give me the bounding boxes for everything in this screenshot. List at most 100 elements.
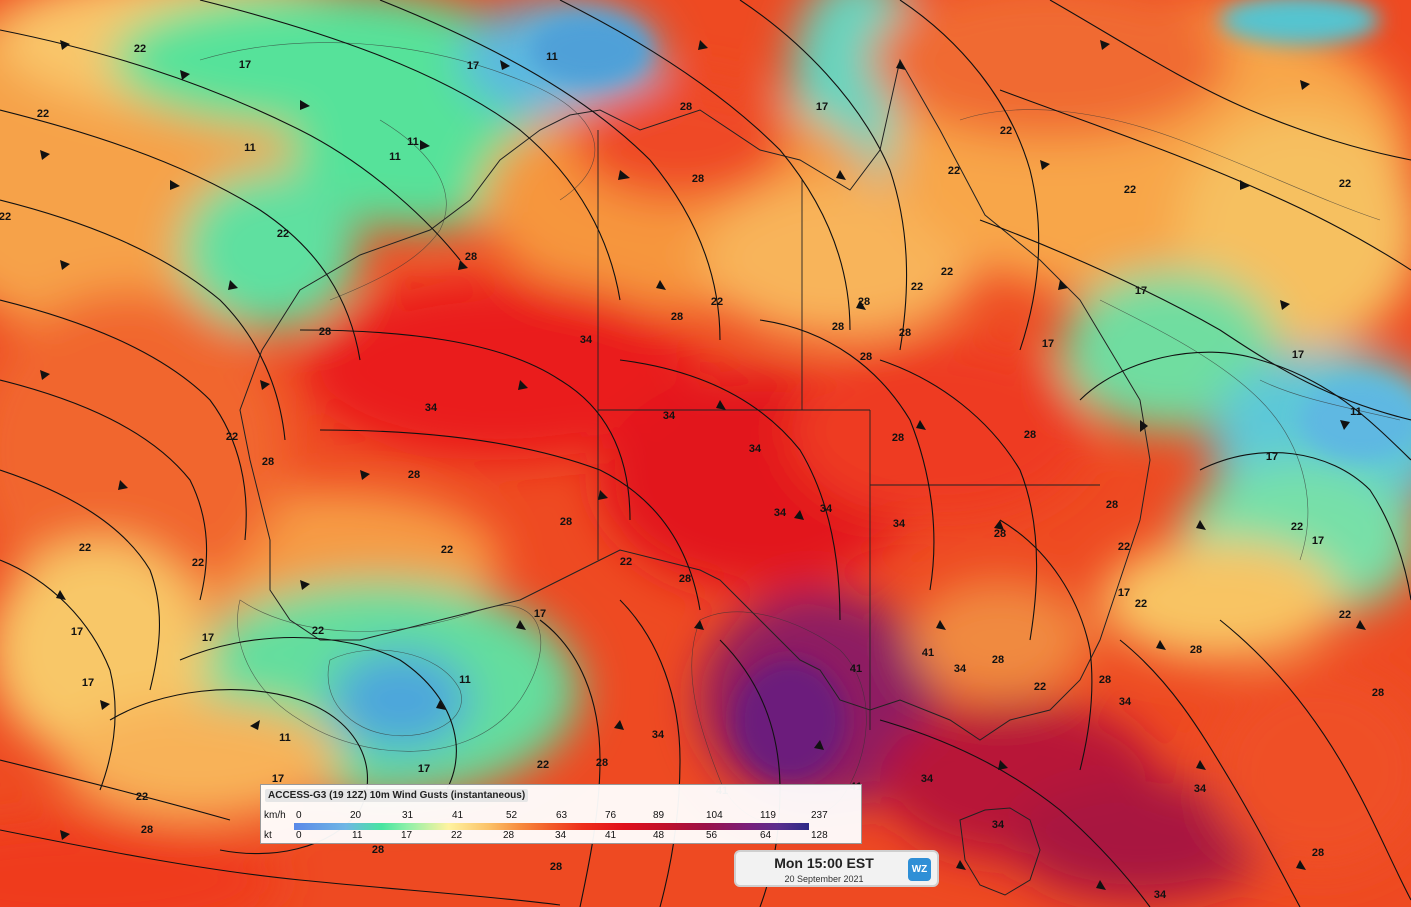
contour-label: 28 bbox=[671, 311, 683, 323]
legend-tick-kt: 0 bbox=[296, 830, 302, 841]
contour-label: 17 bbox=[82, 677, 94, 689]
contour-label: 28 bbox=[596, 757, 608, 769]
contour-label: 34 bbox=[663, 410, 676, 422]
legend-tick-kmh: 63 bbox=[556, 810, 568, 821]
legend-color-bar bbox=[294, 823, 809, 830]
contour-value-labels: 22 17 17 11 22 11 11 11 22 22 28 28 28 17 22 22 22 22 22 22… bbox=[0, 43, 1384, 901]
contour-label: 28 bbox=[994, 528, 1006, 540]
contour-label: 34 bbox=[921, 773, 934, 785]
contour-label: 22 bbox=[1118, 541, 1130, 553]
contour-label: 28 bbox=[465, 251, 477, 263]
legend-tick-kmh: 89 bbox=[653, 810, 665, 821]
contour-label: 17 bbox=[239, 59, 251, 71]
contour-label: 11 bbox=[546, 51, 558, 63]
contour-label: 28 bbox=[680, 101, 692, 113]
legend-unit-kt: kt bbox=[264, 830, 272, 841]
contour-label: 17 bbox=[1312, 535, 1324, 547]
valid-date: 20 September 2021 bbox=[784, 874, 864, 884]
contour-label: 28 bbox=[1099, 674, 1111, 686]
contour-label: 28 bbox=[262, 456, 274, 468]
contour-lines bbox=[199, 42, 1401, 825]
contour-label: 17 bbox=[202, 632, 214, 644]
contour-label: 22 bbox=[711, 296, 723, 308]
contour-label: 28 bbox=[860, 351, 872, 363]
contour-label: 22 bbox=[948, 165, 960, 177]
contour-label: 17 bbox=[1118, 587, 1130, 599]
contour-label: 22 bbox=[1000, 125, 1012, 137]
legend-tick-kt: 64 bbox=[760, 830, 772, 841]
contour-label: 28 bbox=[679, 573, 691, 585]
contour-label: 17 bbox=[71, 626, 83, 638]
contour-label: 17 bbox=[418, 763, 430, 775]
contour-label: 22 bbox=[136, 791, 148, 803]
contour-label: 22 bbox=[277, 228, 289, 240]
legend-tick-kt: 28 bbox=[503, 830, 515, 841]
contour-label: 22 bbox=[79, 542, 91, 554]
contour-label: 28 bbox=[319, 326, 331, 338]
contour-label: 34 bbox=[954, 663, 967, 675]
legend-tick-kt: 48 bbox=[653, 830, 665, 841]
legend-tick-kmh: 104 bbox=[706, 810, 723, 821]
contour-label: 28 bbox=[1106, 499, 1118, 511]
contour-label: 28 bbox=[372, 844, 384, 856]
legend-tick-kt: 128 bbox=[811, 830, 828, 841]
contour-label: 11 bbox=[407, 136, 419, 148]
contour-label: 41 bbox=[922, 647, 934, 659]
contour-label: 28 bbox=[550, 861, 562, 873]
legend-tick-kmh: 119 bbox=[760, 810, 776, 821]
contour-label: 28 bbox=[560, 516, 572, 528]
contour-label: 17 bbox=[467, 60, 479, 72]
contour-label: 22 bbox=[134, 43, 146, 55]
contour-label: 22 bbox=[1034, 681, 1046, 693]
contour-label: 22 bbox=[941, 266, 953, 278]
legend-tick-kmh: 41 bbox=[452, 810, 464, 821]
legend-tick-kmh: 52 bbox=[506, 810, 518, 821]
contour-label: 28 bbox=[858, 296, 870, 308]
contour-label: 17 bbox=[534, 608, 546, 620]
contour-label: 22 bbox=[1339, 609, 1351, 621]
contour-label: 34 bbox=[820, 503, 833, 515]
coastline bbox=[239, 58, 1151, 896]
contour-label: 22 bbox=[312, 625, 324, 637]
legend-tick-kt: 22 bbox=[451, 830, 463, 841]
contour-label: 11 bbox=[459, 674, 471, 686]
contour-label: 22 bbox=[620, 556, 632, 568]
contour-label: 17 bbox=[1266, 451, 1278, 463]
contour-label: 28 bbox=[832, 321, 844, 333]
contour-label: 17 bbox=[1292, 349, 1304, 361]
contour-label: 34 bbox=[992, 819, 1005, 831]
contour-label: 22 bbox=[0, 211, 11, 223]
contour-label: 22 bbox=[1124, 184, 1136, 196]
contour-label: 22 bbox=[1291, 521, 1303, 533]
contour-label: 28 bbox=[141, 824, 153, 836]
wind-arrows bbox=[40, 40, 1366, 890]
legend-tick-kmh: 20 bbox=[350, 810, 362, 821]
contour-label: 34 bbox=[893, 518, 906, 530]
contour-label: 34 bbox=[580, 334, 593, 346]
legend-unit-kmh: km/h bbox=[264, 810, 286, 821]
contour-label: 28 bbox=[992, 654, 1004, 666]
legend-tick-kt: 17 bbox=[401, 830, 413, 841]
contour-label: 28 bbox=[1372, 687, 1384, 699]
contour-label: 34 bbox=[1194, 783, 1207, 795]
contour-label: 22 bbox=[441, 544, 453, 556]
contour-label: 17 bbox=[816, 101, 828, 113]
contour-label: 28 bbox=[1312, 847, 1324, 859]
contour-label: 28 bbox=[408, 469, 420, 481]
legend-tick-kmh: 76 bbox=[605, 810, 617, 821]
contour-label: 28 bbox=[692, 173, 704, 185]
contour-label: 28 bbox=[899, 327, 911, 339]
contour-label: 34 bbox=[1119, 696, 1132, 708]
contour-label: 41 bbox=[850, 663, 862, 675]
contour-label: 11 bbox=[389, 151, 401, 163]
valid-time-box: Mon 15:00 EST 20 September 2021 WZ bbox=[734, 850, 939, 887]
contour-label: 17 bbox=[272, 773, 284, 785]
legend-title: ACCESS-G3 (19 12Z) 10m Wind Gusts (insta… bbox=[265, 789, 529, 802]
contour-label: 22 bbox=[37, 108, 49, 120]
legend-tick-kmh: 237 bbox=[811, 810, 828, 821]
contour-label: 28 bbox=[892, 432, 904, 444]
contour-label: 22 bbox=[226, 431, 238, 443]
